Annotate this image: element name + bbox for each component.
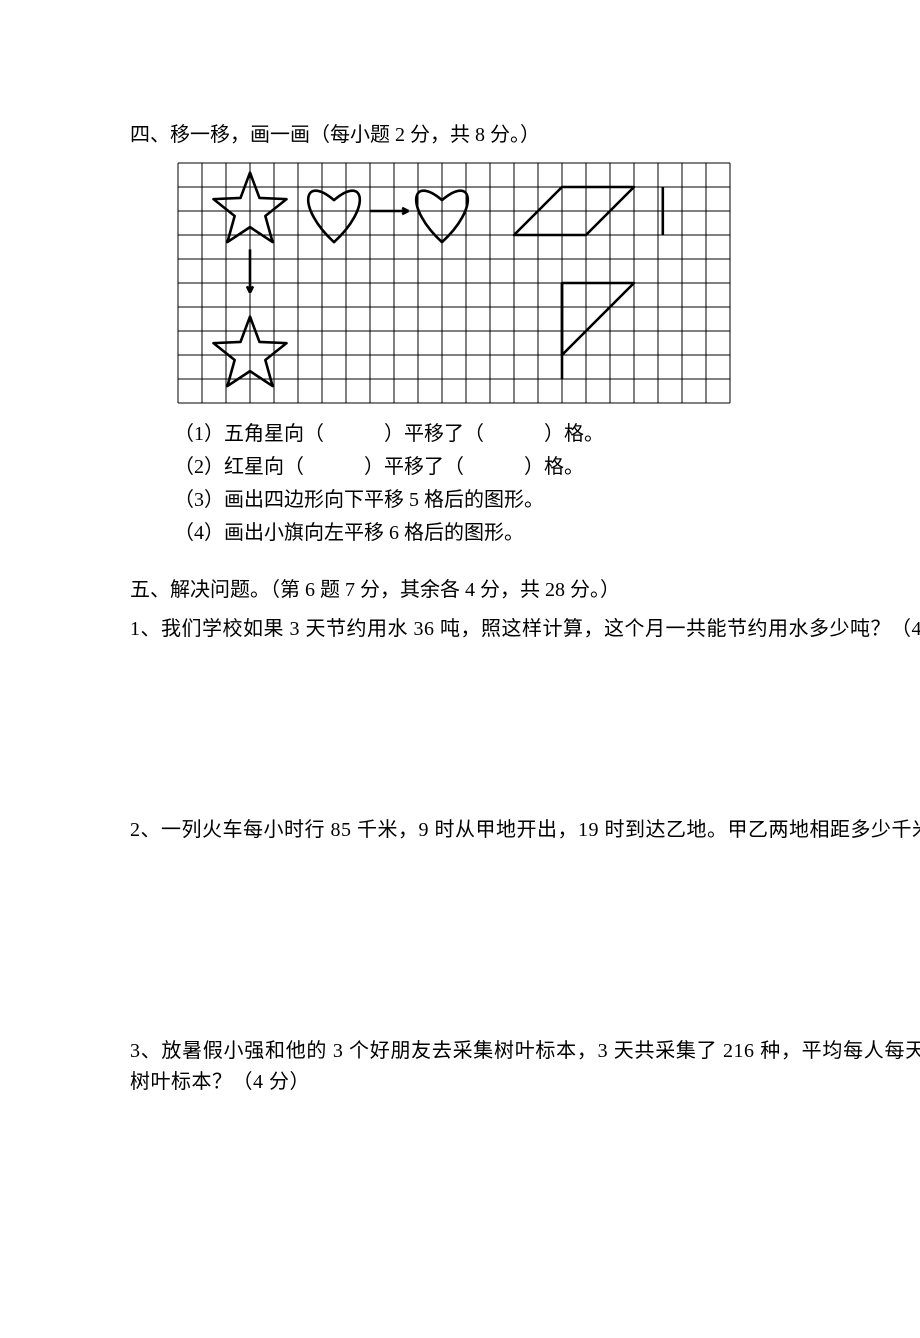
section4-item-3: （3）画出四边形向下平移 5 格后的图形。 — [174, 485, 920, 516]
answer-space-1 — [130, 645, 920, 815]
answer-space-3 — [130, 1098, 920, 1188]
section5-heading: 五、解决问题。（第 6 题 7 分，其余各 4 分，共 28 分。） — [130, 575, 920, 606]
grid-figure — [174, 159, 920, 407]
section5-q2: 2、一列火车每小时行 85 千米，9 时从甲地开出，19 时到达乙地。甲乙两地相… — [130, 815, 920, 846]
section4-item-2: （2）红星向（ ）平移了（ ）格。 — [174, 452, 920, 483]
section4-item-4: （4）画出小旗向左平移 6 格后的图形。 — [174, 518, 920, 549]
answer-space-2 — [130, 846, 920, 1036]
section5-q1: 1、我们学校如果 3 天节约用水 36 吨，照这样计算，这个月一共能节约用水多少… — [130, 614, 920, 645]
section5-q3: 3、放暑假小强和他的 3 个好朋友去采集树叶标本，3 天共采集了 216 种，平… — [130, 1036, 920, 1098]
section4-heading: 四、移一移，画一画（每小题 2 分，共 8 分。） — [130, 120, 920, 151]
section4-item-1: （1）五角星向（ ）平移了（ ）格。 — [174, 419, 920, 450]
